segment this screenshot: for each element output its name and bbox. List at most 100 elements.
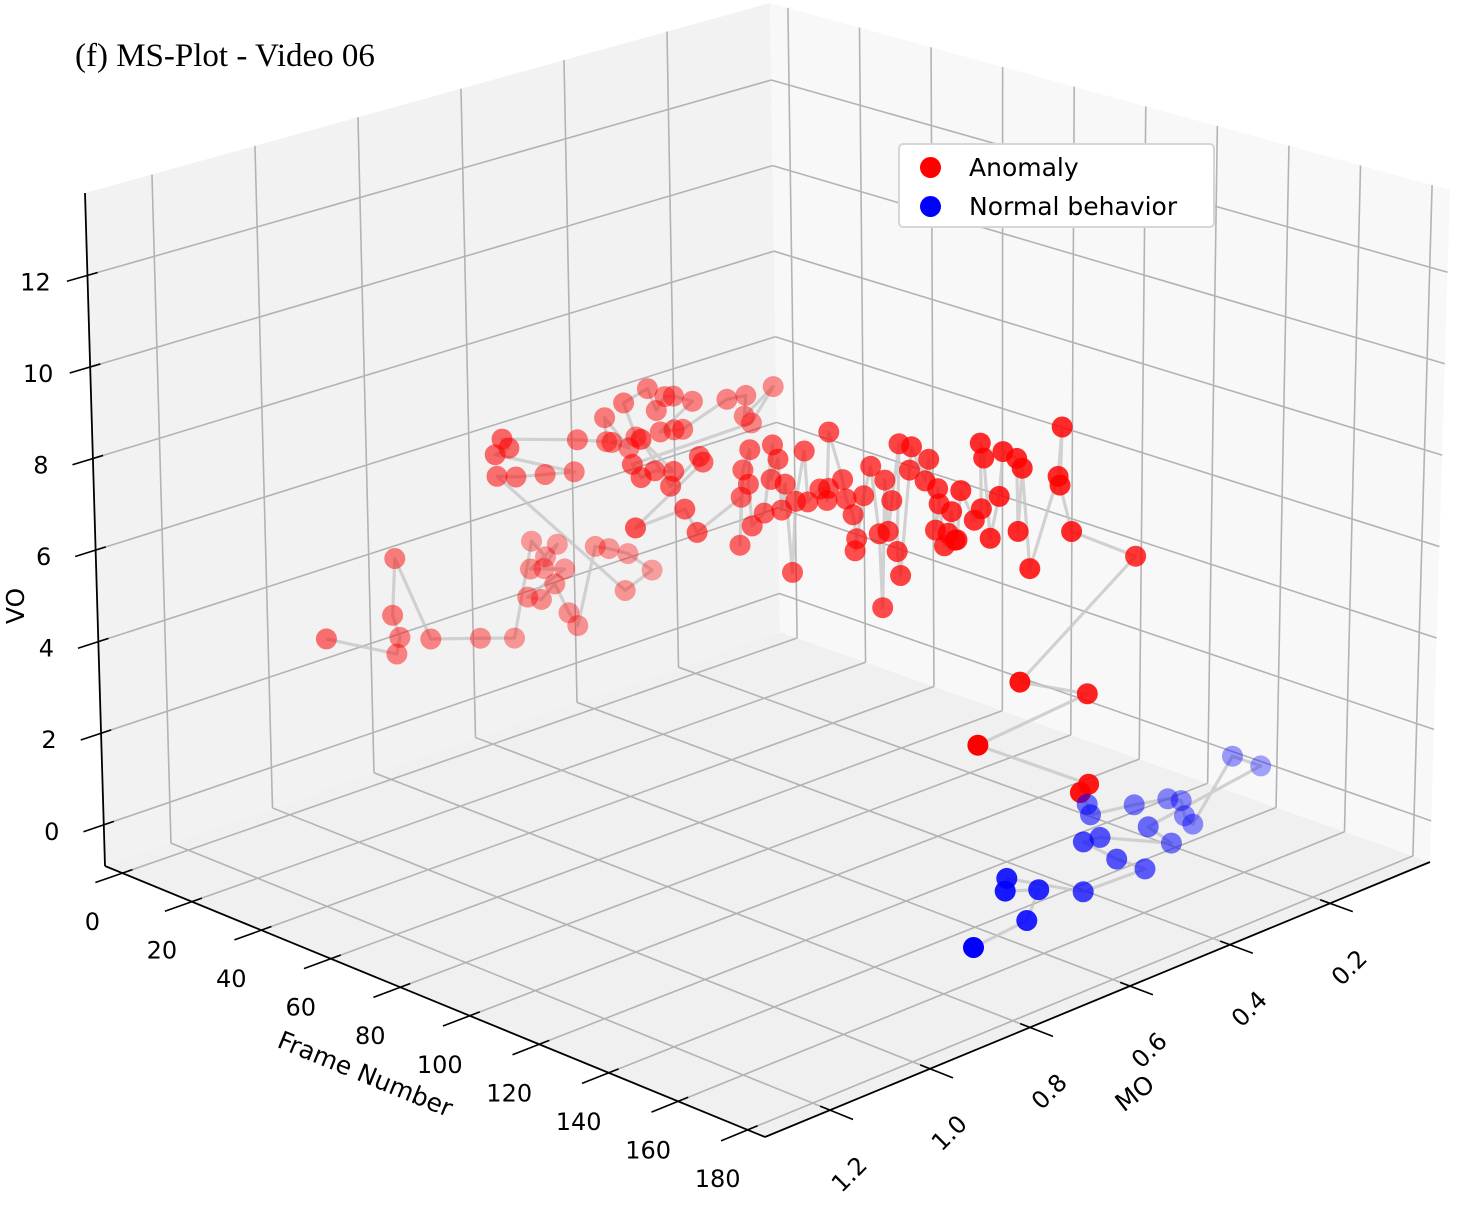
normal-behavior-point: [963, 937, 984, 958]
tick-label-mo: 0.8: [1026, 1068, 1073, 1115]
gridline-frame-wall: [858, 27, 867, 663]
gridline-frame-floor: [469, 758, 1140, 1017]
tick-label-mo: 0.2: [1326, 944, 1373, 991]
tick-label-frame: 160: [625, 1136, 671, 1164]
anomaly-point: [567, 615, 589, 637]
normal-behavior-point: [1123, 794, 1145, 816]
anomaly-point: [598, 538, 620, 560]
gridline-mo-floor: [170, 842, 831, 1111]
legend-marker-normal: [920, 195, 941, 217]
tick-label-mo: 0.4: [1226, 986, 1273, 1033]
anomaly-point: [844, 540, 866, 562]
anomaly-point: [890, 565, 912, 586]
tick-mark-vo: [72, 454, 104, 466]
legend: Anomaly Normal behavior: [898, 143, 1215, 228]
gridline-frame-floor: [261, 685, 935, 931]
legend-label-anomaly: Anomaly: [969, 152, 1079, 182]
anomaly-point: [486, 465, 508, 487]
tick-label-vo: 6: [36, 543, 51, 571]
anomaly-point: [544, 573, 566, 595]
tick-label-frame: 100: [417, 1051, 463, 1079]
tick-label-frame: 60: [286, 994, 317, 1022]
anomaly-point: [816, 489, 838, 511]
tick-mark-frame: [234, 925, 272, 941]
gridline-mo-wall: [357, 117, 375, 773]
gridline-vo-left: [92, 250, 775, 460]
anomaly-point: [988, 485, 1010, 507]
anomaly-point: [729, 534, 751, 556]
gridline-vo-right: [772, 164, 1446, 365]
legend-marker-anomaly: [920, 156, 941, 178]
tick-label-vo: 10: [23, 360, 54, 388]
normal-behavior-point: [1106, 848, 1128, 870]
tick-mark-mo: [819, 1105, 854, 1121]
gridline-frame-floor: [399, 734, 1072, 988]
anomaly-point: [613, 392, 635, 414]
tick-label-mo: 0.6: [1126, 1027, 1173, 1074]
tick-mark-frame: [651, 1096, 689, 1113]
anomaly-point: [686, 521, 708, 543]
gridline-mo-wall: [254, 145, 274, 808]
normal-behavior-point: [1250, 755, 1272, 777]
anomaly-point: [469, 627, 491, 649]
anomaly-point: [654, 386, 676, 408]
gridline-vo-left: [87, 79, 772, 277]
normal-behavior-point: [1182, 813, 1204, 835]
gridline-frame-floor: [191, 661, 866, 903]
tick-mark-frame: [373, 982, 411, 999]
chart-title: (f) MS-Plot - Video 06: [75, 38, 375, 74]
normal-behavior-point: [1134, 858, 1156, 880]
anomaly-point: [614, 580, 636, 601]
anomaly-point: [530, 588, 552, 610]
normal-behavior-point: [1080, 804, 1101, 826]
gridline-mo-wall: [151, 174, 172, 844]
gridline-vo-right: [776, 421, 1437, 639]
anomaly-point: [315, 628, 337, 650]
gridline-frame-floor: [122, 637, 798, 874]
anomaly-point: [630, 428, 652, 450]
frame-axis-line: [104, 865, 766, 1138]
tick-label-mo: 1.2: [826, 1151, 873, 1198]
tick-mark-frame: [442, 1011, 481, 1027]
anomaly-point: [533, 558, 555, 580]
gridline-mo-wall: [460, 88, 477, 738]
anomaly-point: [645, 400, 667, 421]
anomaly-point: [1009, 671, 1031, 693]
gridline-vo-right: [777, 507, 1435, 731]
anomaly-point: [973, 447, 995, 469]
anomaly-point: [774, 473, 796, 495]
anomaly-point: [918, 448, 940, 470]
anomaly-point: [979, 527, 1001, 549]
tick-mark-mo: [1119, 981, 1154, 996]
tick-label-mo: 1.0: [926, 1110, 973, 1157]
gridline-vo-left: [103, 592, 780, 826]
tick-label-frame: 80: [355, 1022, 386, 1050]
normal-behavior-point: [1157, 788, 1179, 810]
anomaly-point: [601, 431, 623, 453]
anomaly-point: [842, 504, 864, 526]
vo-axis-line: [84, 192, 106, 867]
tick-mark-vo: [80, 729, 112, 741]
anomaly-point: [970, 498, 992, 520]
anomaly-point: [386, 643, 408, 665]
anomaly-point: [733, 405, 755, 427]
tick-mark-frame: [95, 868, 133, 884]
tick-label-frame: 140: [556, 1108, 602, 1136]
anomaly-point: [818, 421, 840, 443]
tick-mark-vo: [69, 363, 101, 374]
anomaly-point: [546, 533, 568, 555]
tick-mark-vo: [66, 271, 98, 283]
anomaly-point: [621, 453, 643, 475]
anomaly-point: [521, 530, 542, 552]
normal-behavior-point: [1137, 816, 1159, 838]
normal-behavior-point: [1170, 790, 1192, 812]
anomaly-point: [617, 543, 639, 565]
tick-label-frame: 120: [486, 1079, 532, 1107]
normal-behavior-point: [1072, 831, 1094, 853]
anomaly-point: [382, 604, 404, 626]
tick-mark-mo: [1219, 940, 1254, 954]
anomaly-point: [1049, 474, 1071, 496]
anomaly-point: [782, 561, 803, 583]
anomaly-point: [735, 384, 757, 406]
